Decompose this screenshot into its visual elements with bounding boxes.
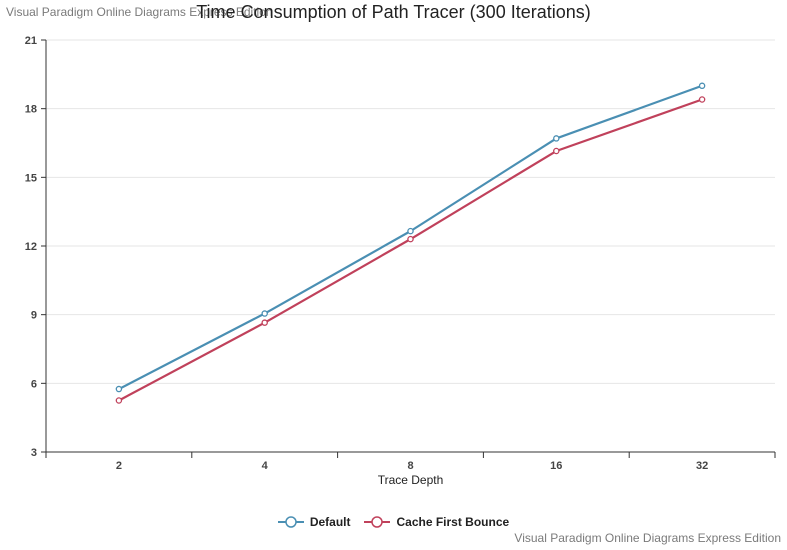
y-tick-label: 15 — [25, 172, 37, 184]
legend-item-default[interactable]: Default — [277, 515, 351, 529]
x-tick-label: 2 — [116, 460, 122, 472]
y-tick-label: 12 — [25, 241, 37, 253]
series-point-0 — [553, 135, 560, 142]
watermark-bottom: Visual Paradigm Online Diagrams Express … — [514, 531, 781, 545]
watermark-top: Visual Paradigm Online Diagrams Express … — [6, 5, 273, 19]
x-axis-label: Trace Depth — [378, 473, 444, 487]
legend-item-cache-first-bounce[interactable]: Cache First Bounce — [364, 515, 509, 529]
x-tick-label: 32 — [696, 460, 708, 472]
series-point-1 — [407, 235, 414, 243]
chart-title: Time Consumption of Path Tracer (300 Ite… — [196, 2, 591, 22]
legend-swatch-default-icon — [277, 516, 304, 528]
x-tick-label: 8 — [407, 460, 413, 472]
y-tick-label: 18 — [25, 104, 37, 116]
y-tick-label: 6 — [31, 378, 37, 390]
legend-label-default: Default — [309, 515, 351, 529]
y-tick-label: 3 — [31, 447, 37, 459]
series-point-0 — [261, 310, 268, 317]
series-point-1 — [698, 96, 706, 103]
x-tick-label: 4 — [262, 460, 269, 472]
x-tick-label: 16 — [550, 460, 562, 472]
series-point-1 — [553, 147, 560, 155]
series-point-1 — [115, 397, 123, 404]
legend-label-cache-first-bounce: Cache First Bounce — [396, 515, 510, 529]
series-line-1 — [118, 98, 703, 402]
series-point-0 — [115, 385, 123, 393]
y-tick-label: 9 — [31, 310, 37, 322]
series-point-0 — [407, 227, 414, 235]
legend: Default Cache First Bounce — [0, 515, 787, 529]
y-tick-label: 21 — [25, 35, 37, 47]
series-point-0 — [698, 82, 706, 90]
legend-swatch-cache-icon — [364, 516, 391, 528]
series-point-1 — [261, 319, 268, 326]
